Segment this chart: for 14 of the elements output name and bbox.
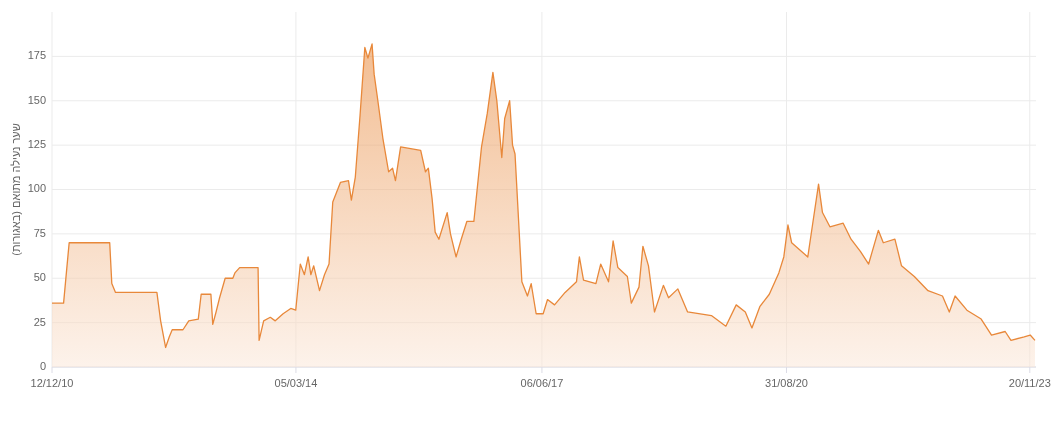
y-axis-title: שער נעילה מתואם (באגורות) (10, 123, 22, 256)
y-tick-label: 50 (33, 271, 46, 284)
x-tick-label: 12/12/10 (30, 377, 74, 389)
x-tick-label: 31/08/20 (765, 377, 808, 389)
y-tick-label: 175 (27, 49, 46, 62)
x-tick-label: 20/11/23 (1008, 377, 1051, 389)
y-tick-label: 25 (33, 315, 46, 328)
y-tick-label: 125 (27, 138, 46, 151)
x-tick-label: 05/03/14 (274, 377, 318, 389)
y-tick-label: 150 (27, 93, 46, 106)
y-tick-label: 0 (39, 359, 46, 372)
y-tick-label: 75 (33, 226, 46, 239)
x-tick-label: 06/06/17 (520, 377, 564, 389)
y-tick-label: 100 (27, 182, 46, 195)
